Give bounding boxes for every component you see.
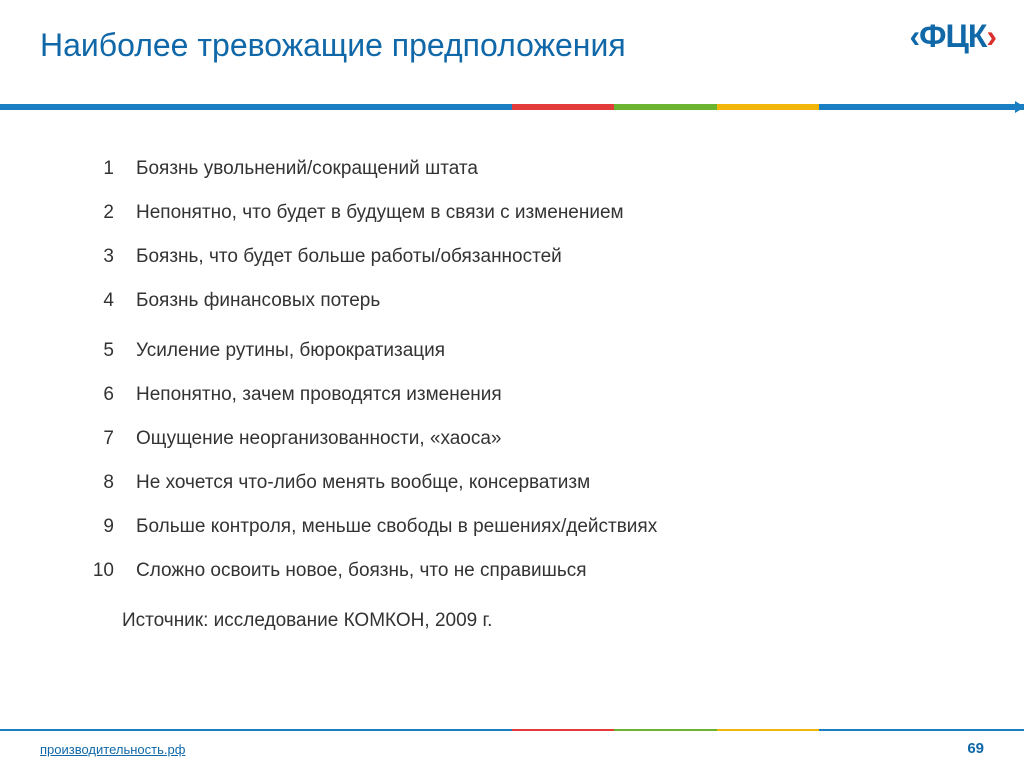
divider-segment (512, 729, 614, 731)
list-item-number: 9 (90, 516, 136, 538)
divider-arrow-icon (1015, 101, 1024, 113)
list-item-number: 7 (90, 428, 136, 450)
list-item-text: Больше контроля, меньше свободы в решени… (136, 516, 984, 538)
slide-header: Наиболее тревожащие предположения ‹ФЦК› (0, 0, 1024, 110)
list-item-text: Боязнь финансовых потерь (136, 290, 984, 312)
page-number: 69 (967, 740, 984, 757)
list-item-number: 10 (90, 560, 136, 582)
list-item: 2 Непонятно, что будет в будущем в связи… (90, 202, 984, 224)
list-item-text: Ощущение неорганизованности, «хаоса» (136, 428, 984, 450)
list-item-text: Боязнь увольнений/сокращений штата (136, 158, 984, 180)
divider-segment (512, 104, 614, 110)
list-item-number: 5 (90, 340, 136, 362)
list-item-text: Боязнь, что будет больше работы/обязанно… (136, 246, 984, 268)
logo: ‹ФЦК› (909, 18, 996, 55)
divider-segment (717, 104, 819, 110)
logo-close-bracket: › (986, 18, 996, 54)
list-item-number: 4 (90, 290, 136, 312)
list-item-number: 3 (90, 246, 136, 268)
list-item-number: 2 (90, 202, 136, 224)
footer-link[interactable]: производительность.рф (40, 742, 185, 757)
list-item-text: Непонятно, что будет в будущем в связи с… (136, 202, 984, 224)
list-item-text: Непонятно, зачем проводятся изменения (136, 384, 984, 406)
divider-segment (0, 104, 512, 110)
logo-text: ФЦК (919, 18, 986, 54)
slide-title: Наиболее тревожащие предположения (40, 28, 984, 63)
list-item: 9 Больше контроля, меньше свободы в реше… (90, 516, 984, 538)
logo-open-bracket: ‹ (909, 18, 919, 54)
list-item-number: 6 (90, 384, 136, 406)
divider-bottom (0, 729, 1024, 731)
list-item: 10 Сложно освоить новое, боязнь, что не … (90, 560, 984, 582)
divider-segment (614, 104, 716, 110)
list-item: 5 Усиление рутины, бюрократизация (90, 340, 984, 362)
list-item-number: 1 (90, 158, 136, 180)
divider-segment (0, 729, 512, 731)
source-text: Источник: исследование КОМКОН, 2009 г. (122, 610, 984, 632)
divider-top (0, 104, 1024, 110)
divider-segment (819, 729, 1024, 731)
divider-segment (614, 729, 716, 731)
list-item-text: Усиление рутины, бюрократизация (136, 340, 984, 362)
list-item: 8 Не хочется что-либо менять вообще, кон… (90, 472, 984, 494)
list-item: 4 Боязнь финансовых потерь (90, 290, 984, 312)
list-item-text: Сложно освоить новое, боязнь, что не спр… (136, 560, 984, 582)
list-item: 3 Боязнь, что будет больше работы/обязан… (90, 246, 984, 268)
divider-segment (819, 104, 1024, 110)
list-item: 6 Непонятно, зачем проводятся изменения (90, 384, 984, 406)
list-item-number: 8 (90, 472, 136, 494)
content-list: 1 Боязнь увольнений/сокращений штата 2 Н… (0, 110, 1024, 632)
divider-segment (717, 729, 819, 731)
slide-footer: производительность.рф 69 (0, 721, 1024, 767)
list-item: 7 Ощущение неорганизованности, «хаоса» (90, 428, 984, 450)
list-item: 1 Боязнь увольнений/сокращений штата (90, 158, 984, 180)
list-item-text: Не хочется что-либо менять вообще, консе… (136, 472, 984, 494)
